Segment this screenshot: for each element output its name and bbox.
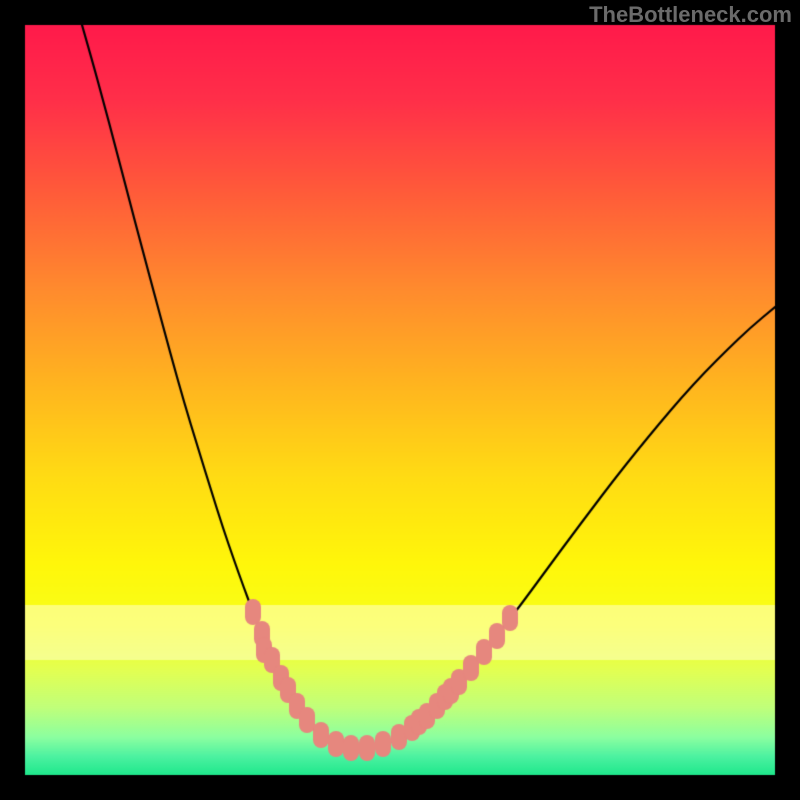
watermark-text: TheBottleneck.com xyxy=(589,2,792,28)
chart-stage: TheBottleneck.com xyxy=(0,0,800,800)
chart-canvas xyxy=(0,0,800,800)
